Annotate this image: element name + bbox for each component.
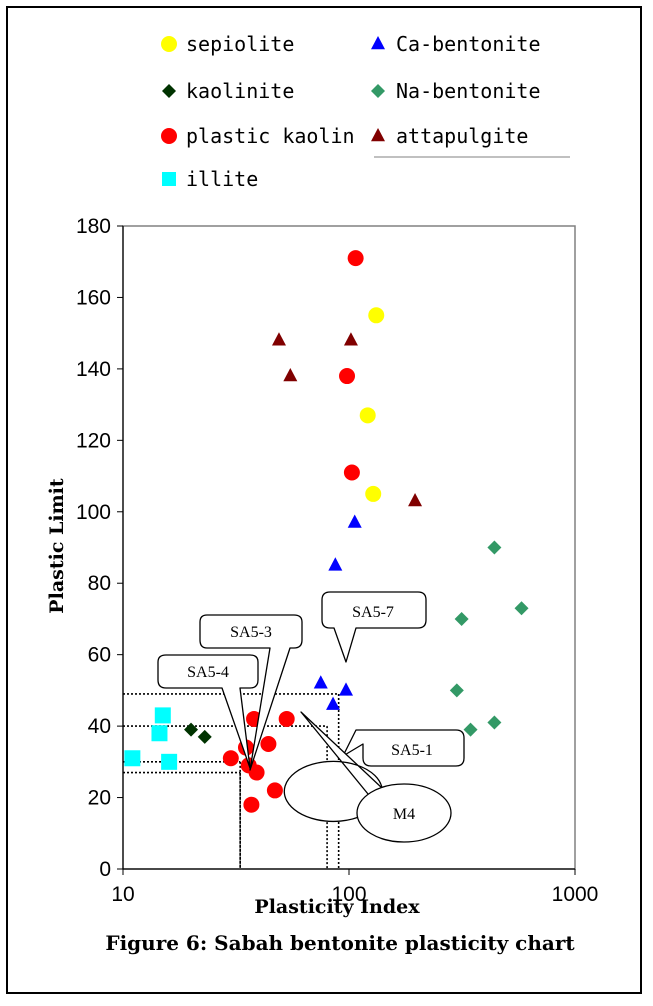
reference-lines (123, 693, 340, 869)
point-illite (154, 707, 171, 724)
point-illite (151, 725, 168, 742)
legend-label-na-bentonite: Na-bentonite (396, 79, 541, 103)
point-plastic-kaolin (343, 464, 360, 481)
x-axis-title: Plasticity Index (254, 896, 420, 918)
point-ca-bentonite (339, 682, 354, 696)
callout-sa5-4 (157, 654, 259, 769)
point-sepiolite (365, 485, 382, 502)
callout-m4-ellipse (356, 783, 452, 843)
legend-label-illite: illite (186, 167, 258, 191)
y-tick-label: 100 (76, 501, 111, 524)
callout-label-sa5-4: SA5-4 (187, 664, 229, 681)
point-ca-bentonite (347, 514, 362, 528)
point-plastic-kaolin (347, 250, 364, 267)
callout-sa5-3 (199, 614, 303, 771)
point-illite (161, 753, 178, 770)
point-plastic-kaolin (248, 764, 265, 781)
point-plastic-kaolin (243, 796, 260, 813)
legend-marker-na-bentonite (371, 84, 385, 98)
callout-sa5-1 (342, 729, 465, 767)
point-na-bentonite (454, 611, 469, 626)
point-sepiolite (359, 407, 376, 424)
legend: sepiolite Ca-bentonite kaolinite Na-bentoni… (161, 32, 570, 191)
point-plastic-kaolin (266, 782, 283, 799)
point-na-bentonite (463, 722, 478, 737)
y-tick-label: 0 (99, 858, 111, 881)
point-plastic-kaolin (260, 735, 277, 752)
callout-label-m4: M4 (393, 806, 415, 823)
legend-marker-ca-bentonite (371, 35, 385, 50)
point-na-bentonite (449, 683, 464, 698)
legend-marker-attapulgite (371, 127, 385, 142)
y-axis-title: Plastic Limit (46, 478, 68, 614)
y-tick-label: 120 (76, 429, 111, 452)
y-tick-label: 80 (88, 572, 111, 595)
point-attapulgite (343, 332, 358, 346)
legend-label-plastic-kaolin: plastic kaolin (186, 124, 355, 148)
legend-marker-kaolinite (162, 84, 176, 98)
point-illite (124, 750, 141, 767)
legend-marker-sepiolite (161, 36, 177, 52)
y-tick-label: 40 (88, 715, 111, 738)
callouts: SA5-3 SA5-4 SA5-7 SA5-1 M4 (157, 591, 465, 843)
point-na-bentonite (487, 715, 502, 730)
legend-marker-illite (162, 172, 176, 186)
point-ca-bentonite (326, 696, 341, 710)
point-sepiolite (368, 307, 385, 324)
point-attapulgite (408, 493, 423, 507)
legend-label-ca-bentonite: Ca-bentonite (396, 32, 541, 56)
y-tick-label: 20 (88, 787, 111, 810)
figure-caption: Figure 6: Sabah bentonite plasticity cha… (105, 931, 575, 955)
x-tick-label: 100 (331, 883, 366, 906)
callout-sa5-7 (321, 591, 427, 663)
point-na-bentonite (487, 540, 502, 555)
legend-label-sepiolite: sepiolite (186, 32, 294, 56)
callout-label-sa5-3: SA5-3 (230, 624, 272, 641)
point-plastic-kaolin (339, 368, 356, 385)
y-tick-label: 180 (76, 215, 111, 238)
y-tick-label: 140 (76, 358, 111, 381)
legend-marker-plastic-kaolin (161, 128, 177, 144)
callout-label-sa5-1: SA5-1 (391, 742, 433, 759)
legend-label-attapulgite: attapulgite (396, 124, 528, 148)
point-ca-bentonite (313, 675, 328, 689)
point-kaolinite (197, 729, 212, 744)
point-na-bentonite (514, 601, 529, 616)
x-tick-label: 1000 (552, 883, 599, 906)
legend-label-kaolinite: kaolinite (186, 79, 294, 103)
point-attapulgite (283, 367, 298, 382)
point-ca-bentonite (328, 557, 343, 571)
point-plastic-kaolin (222, 750, 239, 767)
axes: 0 20 40 60 80 100 120 140 160 180 10 100 1000 (76, 215, 598, 906)
y-tick-label: 160 (76, 286, 111, 309)
point-kaolinite (184, 722, 199, 737)
callout-label-sa5-7: SA5-7 (352, 604, 394, 621)
x-tick-label: 10 (111, 883, 134, 906)
y-tick-label: 60 (88, 644, 111, 667)
callout-m4 (283, 711, 383, 823)
point-attapulgite (271, 332, 286, 346)
point-plastic-kaolin (278, 710, 295, 727)
